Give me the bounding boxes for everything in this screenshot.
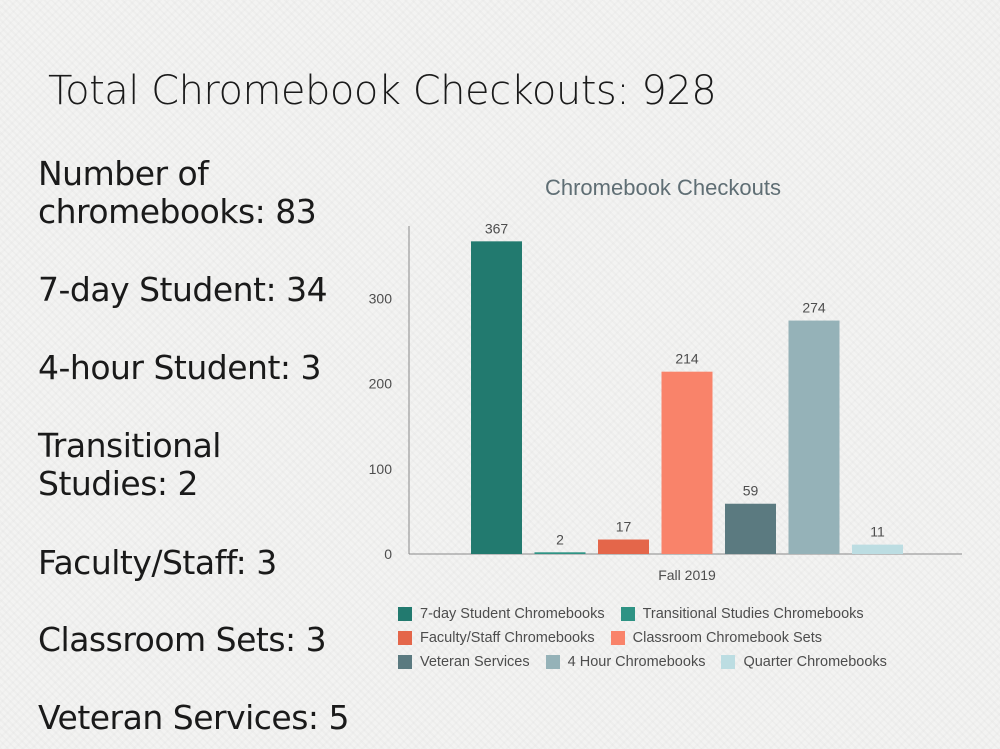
stat-veteran-services: Veteran Services: 5 — [38, 698, 350, 737]
stat-value: 2 — [177, 464, 199, 503]
y-tick-label: 0 — [384, 546, 392, 562]
stat-label: 7-day Student: — [38, 270, 287, 309]
stat-label: Veteran Services: — [38, 698, 329, 737]
legend-label: Classroom Chromebook Sets — [632, 630, 823, 646]
x-tick-label: Fall 2019 — [658, 567, 716, 583]
stat-label: Transitional Studies: — [38, 426, 221, 503]
stat-label: Number of chromebooks: — [38, 154, 276, 231]
legend-item: Classroom Chromebook Sets — [610, 630, 823, 646]
stat-label: Classroom Sets: — [38, 620, 306, 659]
stat-value: 3 — [300, 348, 322, 387]
stat-value: 83 — [275, 192, 317, 231]
slide-title: Total Chromebook Checkouts: 928 — [48, 68, 717, 114]
legend-label: 4 Hour Chromebooks — [567, 654, 706, 670]
stat-transitional-studies: Transitional Studies: 2 — [38, 427, 238, 503]
legend-item: Veteran Services — [398, 654, 530, 670]
bar — [471, 241, 522, 554]
stat-faculty-staff: Faculty/Staff: 3 — [38, 544, 277, 582]
legend-label: 7-day Student Chromebooks — [420, 606, 605, 622]
legend-item: Transitional Studies Chromebooks — [620, 606, 864, 622]
chart-title: Chromebook Checkouts — [545, 175, 781, 200]
y-tick-label: 200 — [369, 376, 393, 392]
bar — [661, 371, 713, 554]
bar — [725, 503, 776, 554]
bar — [598, 539, 649, 554]
stat-4-hour-student: 4-hour Student: 3 — [38, 349, 321, 387]
legend-swatch — [610, 631, 625, 645]
bar-series — [471, 241, 903, 554]
bar-value-label: 2 — [556, 531, 564, 547]
legend-item: Faculty/Staff Chromebooks — [398, 630, 595, 646]
legend-swatch — [398, 631, 412, 645]
stat-value: 3 — [256, 543, 277, 582]
stat-7-day-student: 7-day Student: 34 — [38, 270, 328, 309]
legend-swatch — [398, 655, 412, 669]
legend-label: Quarter Chromebooks — [743, 654, 887, 670]
legend-swatch — [620, 607, 635, 621]
stat-value: 34 — [286, 270, 328, 309]
stat-value: 5 — [328, 698, 350, 737]
bar-value-label: 367 — [485, 220, 509, 236]
bar — [788, 320, 840, 554]
legend-row: 7-day Student Chromebooks Transitional S… — [398, 602, 958, 626]
legend-swatch — [398, 607, 412, 621]
legend-label: Faculty/Staff Chromebooks — [420, 630, 595, 646]
bar-value-label: 214 — [675, 351, 699, 367]
stat-number-of-chromebooks: Number of chromebooks: 83 — [38, 155, 348, 231]
y-tick-labels: 0 100 200 300 — [369, 290, 393, 562]
y-tick-label: 300 — [369, 290, 393, 306]
legend-item: 4 Hour Chromebooks — [545, 654, 706, 670]
bar — [534, 552, 586, 554]
legend-label: Transitional Studies Chromebooks — [642, 606, 864, 622]
stat-classroom-sets: Classroom Sets: 3 — [38, 620, 327, 659]
bar-value-labels: 367 2 17 214 59 274 11 — [485, 220, 885, 547]
legend-label: Veteran Services — [420, 654, 530, 670]
bar — [852, 544, 903, 554]
stat-value: 3 — [305, 620, 327, 659]
legend-row: Veteran Services 4 Hour Chromebooks Quar… — [398, 650, 958, 674]
legend-item: 7-day Student Chromebooks — [398, 606, 605, 622]
legend-swatch — [721, 655, 736, 669]
legend-item: Quarter Chromebooks — [721, 654, 887, 670]
legend-row: Faculty/Staff Chromebooks Classroom Chro… — [398, 626, 958, 650]
legend-swatch — [545, 655, 560, 669]
bar-value-label: 11 — [870, 524, 885, 540]
bar-value-label: 274 — [802, 300, 826, 316]
chart-legend: 7-day Student Chromebooks Transitional S… — [398, 602, 958, 674]
stat-label: Faculty/Staff: — [38, 543, 257, 582]
bar-value-label: 59 — [743, 483, 759, 499]
stat-label: 4-hour Student: — [38, 348, 301, 387]
y-tick-label: 100 — [369, 461, 393, 477]
bar-value-label: 17 — [616, 519, 632, 535]
